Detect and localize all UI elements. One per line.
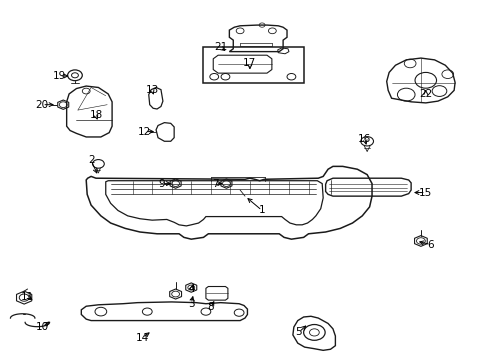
Text: 5: 5 <box>295 327 302 337</box>
Text: 19: 19 <box>53 71 66 81</box>
Text: 20: 20 <box>36 100 49 110</box>
Text: 1: 1 <box>259 206 266 216</box>
Text: 12: 12 <box>138 127 151 136</box>
Text: 17: 17 <box>243 58 256 68</box>
Text: 2: 2 <box>88 155 95 165</box>
Text: 18: 18 <box>89 111 102 121</box>
Text: 13: 13 <box>146 85 159 95</box>
Text: 16: 16 <box>358 134 371 144</box>
Text: 3: 3 <box>188 299 195 309</box>
Text: 14: 14 <box>136 333 149 343</box>
Text: 4: 4 <box>188 284 195 294</box>
Text: 21: 21 <box>214 42 227 52</box>
Text: 22: 22 <box>419 89 432 99</box>
Text: 9: 9 <box>159 179 165 189</box>
Text: 10: 10 <box>36 322 49 332</box>
Text: 15: 15 <box>419 188 432 198</box>
Text: 11: 11 <box>21 292 34 302</box>
Text: 6: 6 <box>427 239 434 249</box>
Text: 7: 7 <box>212 179 219 189</box>
Text: 8: 8 <box>207 302 214 312</box>
